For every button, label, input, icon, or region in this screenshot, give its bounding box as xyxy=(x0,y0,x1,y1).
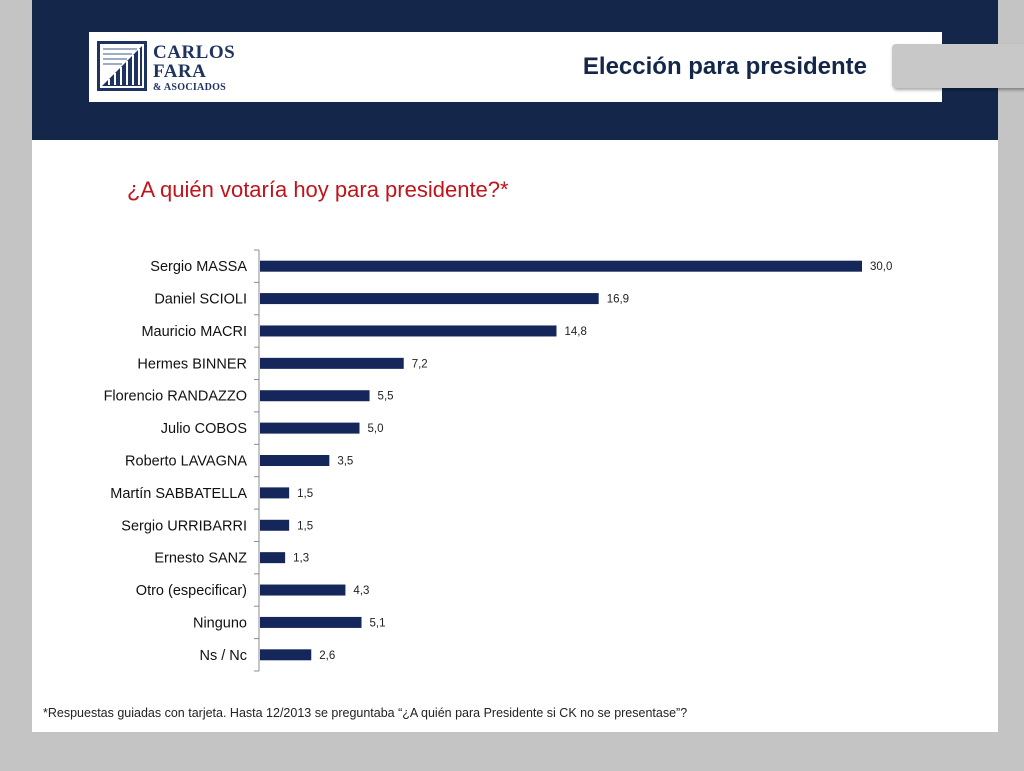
bar xyxy=(260,519,290,531)
category-label: Martín SABBATELLA xyxy=(110,486,247,502)
category-label: Hermes BINNER xyxy=(137,356,247,372)
bar xyxy=(260,325,557,337)
value-label: 5,5 xyxy=(378,391,394,403)
value-label: 5,1 xyxy=(370,617,386,629)
company-logo: CARLOS FARA & ASOCIADOS xyxy=(97,41,247,93)
slide-title: Elección para presidente xyxy=(582,53,867,80)
logo-line3: & ASOCIADOS xyxy=(153,82,227,93)
category-label: Otro (especificar) xyxy=(136,583,247,599)
bar xyxy=(260,357,404,369)
value-label: 5,0 xyxy=(368,423,384,435)
logo-wordmark: CARLOS FARA & ASOCIADOS xyxy=(153,43,235,93)
value-label: 14,8 xyxy=(564,326,586,338)
bar xyxy=(260,584,346,596)
value-label: 1,3 xyxy=(293,553,309,565)
category-label: Roberto LAVAGNA xyxy=(125,454,247,470)
value-label: 2,6 xyxy=(319,650,335,662)
bar xyxy=(260,487,290,499)
logo-line1: CARLOS xyxy=(153,42,236,63)
value-label: 16,9 xyxy=(607,294,629,306)
bar xyxy=(260,390,370,402)
value-label: 30,0 xyxy=(870,261,892,273)
category-label: Florencio RANDAZZO xyxy=(104,389,247,405)
category-label: Sergio MASSA xyxy=(150,259,247,275)
bar xyxy=(260,455,330,466)
category-label: Ernesto SANZ xyxy=(154,551,247,567)
footnote: *Respuestas guiadas con tarjeta. Hasta 1… xyxy=(43,706,688,720)
bar xyxy=(260,616,362,628)
category-label: Julio COBOS xyxy=(161,421,247,437)
bar xyxy=(260,422,360,434)
value-label: 4,3 xyxy=(353,585,369,597)
value-label: 1,5 xyxy=(297,520,313,532)
value-label: 7,2 xyxy=(412,358,428,370)
value-label: 1,5 xyxy=(297,488,313,500)
category-label: Sergio URRIBARRI xyxy=(121,518,247,534)
value-label: 3,5 xyxy=(337,456,353,468)
category-label: Ninguno xyxy=(193,615,247,631)
logo-line2: FARA xyxy=(153,61,207,82)
survey-question: ¿A quién votaría hoy para presidente?* xyxy=(127,177,509,202)
title-box: CARLOS FARA & ASOCIADOS Elección para pr… xyxy=(89,32,942,102)
bar xyxy=(260,552,286,564)
bar xyxy=(260,649,312,661)
bar xyxy=(260,293,599,305)
header-band: CARLOS FARA & ASOCIADOS Elección para pr… xyxy=(32,0,998,140)
side-tab xyxy=(892,44,1024,88)
logo-emblem-icon xyxy=(97,41,147,91)
category-label: Ns / Nc xyxy=(199,648,247,664)
bar xyxy=(260,260,862,272)
slide: CARLOS FARA & ASOCIADOS Elección para pr… xyxy=(32,0,998,732)
category-label: Daniel SCIOLI xyxy=(154,292,247,308)
category-label: Mauricio MACRI xyxy=(141,324,247,340)
